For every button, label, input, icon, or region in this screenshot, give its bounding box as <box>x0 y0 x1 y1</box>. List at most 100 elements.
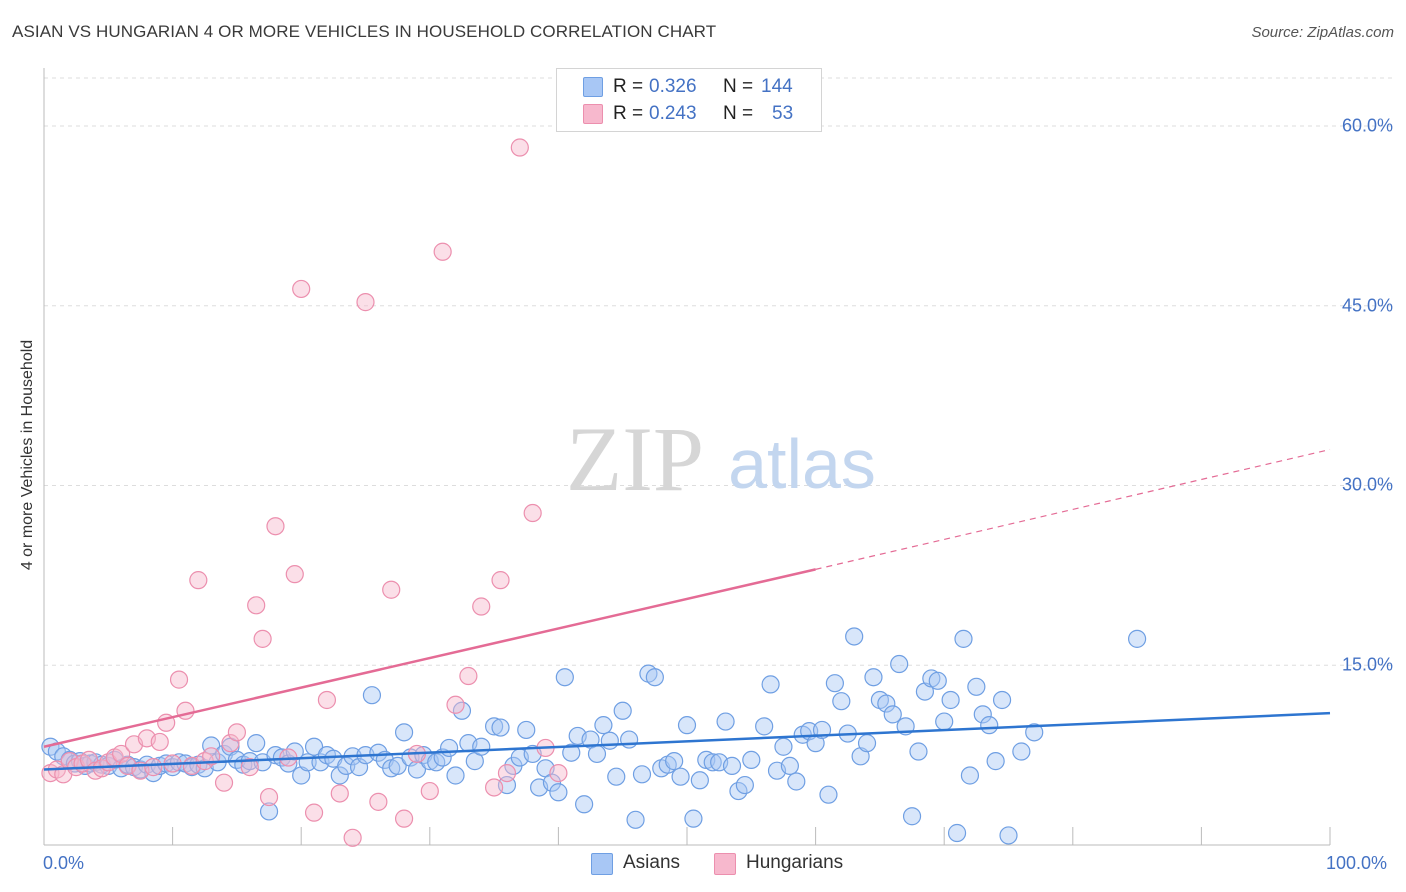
asians-point <box>967 677 986 696</box>
source-attribution: Source: ZipAtlas.com <box>1251 24 1394 41</box>
asians-point <box>902 807 922 826</box>
hungarians-point <box>382 580 401 599</box>
legend-r-value-hungarians: 0.243 <box>649 103 697 124</box>
asians-point <box>247 734 266 753</box>
hungarians-point <box>510 138 529 157</box>
asians-point <box>1025 723 1044 742</box>
asians-point <box>825 674 844 693</box>
asians-point <box>947 823 967 843</box>
hungarians-point <box>394 809 414 828</box>
bottom-legend-swatch-hungarians <box>714 853 736 875</box>
legend-swatch-asians <box>583 77 603 97</box>
legend-r-key: R = <box>613 103 644 124</box>
asians-point <box>439 738 459 758</box>
asians-point <box>935 712 954 731</box>
asians-point <box>542 773 562 792</box>
asians-point <box>716 712 735 731</box>
asians-point <box>780 756 799 776</box>
asians-point <box>992 690 1012 710</box>
asians-point <box>883 705 902 724</box>
legend-swatch-hungarians <box>583 104 603 124</box>
asians-point <box>684 809 703 828</box>
asians-point <box>671 767 690 786</box>
hungarians-point <box>266 517 285 536</box>
asians-point <box>517 720 536 740</box>
asians-point <box>722 756 742 776</box>
asians-point <box>330 766 349 785</box>
hungarians-point <box>292 279 311 299</box>
y-tick-label: 15.0% <box>1341 654 1393 675</box>
legend-n-value-asians: 144 <box>761 76 793 97</box>
asians-point <box>973 705 992 724</box>
hungarians-trend-extension <box>815 448 1331 570</box>
hungarians-point <box>240 758 259 777</box>
asians-point <box>626 810 645 829</box>
hungarians-point <box>144 758 163 777</box>
hungarians-point <box>459 666 478 686</box>
hungarians-trend-line <box>43 568 816 748</box>
hungarians-point <box>356 293 375 312</box>
asians-point <box>587 744 607 764</box>
asians-point <box>787 772 806 791</box>
hungarians-points <box>41 138 568 847</box>
watermark-atlas: atlas <box>728 425 876 503</box>
asians-point <box>819 785 838 804</box>
asians-point <box>941 690 960 710</box>
asians-point <box>954 629 973 648</box>
hungarians-point <box>227 723 246 742</box>
hungarians-point <box>343 828 362 847</box>
bottom-legend-label-asians: Asians <box>623 852 681 873</box>
hungarians-point <box>202 747 221 766</box>
hungarians-point <box>523 503 542 523</box>
hungarians-point <box>317 690 337 710</box>
legend-r-value-asians: 0.326 <box>649 76 697 97</box>
hungarians-point <box>491 571 510 590</box>
asians-point <box>485 717 504 736</box>
asians-point <box>575 795 594 814</box>
asians-point <box>446 766 465 785</box>
hungarians-point <box>420 781 439 801</box>
asians-point <box>980 716 999 735</box>
asians-point <box>761 675 780 694</box>
x-tick-label-min: 0.0% <box>43 853 85 873</box>
asians-point <box>960 766 980 785</box>
asians-point <box>620 730 639 749</box>
asians-point <box>877 694 896 713</box>
asians-point <box>632 765 652 784</box>
asians-point <box>645 668 664 687</box>
asians-point <box>690 771 709 790</box>
hungarians-point <box>433 242 452 261</box>
hungarians-point <box>285 565 304 584</box>
legend-r-key: R = <box>613 76 644 97</box>
asians-point <box>1127 629 1147 648</box>
y-tick-label: 45.0% <box>1341 295 1393 316</box>
hungarians-point <box>169 670 189 689</box>
hungarians-point <box>369 792 388 811</box>
asians-point <box>857 734 877 753</box>
bottom-legend-swatch-asians <box>591 853 613 875</box>
asians-point <box>735 775 754 795</box>
asians-point <box>607 767 626 786</box>
asians-trend-line <box>43 711 1331 771</box>
asians-point <box>594 716 613 735</box>
legend-n-value-hungarians: 53 <box>772 103 794 124</box>
asians-point <box>832 692 851 711</box>
legend-n-key: N = <box>723 103 754 124</box>
asians-point <box>999 826 1018 845</box>
asians-point <box>909 742 928 761</box>
legend-n-key: N = <box>723 76 754 97</box>
hungarians-point <box>497 763 517 783</box>
hungarians-point <box>221 734 240 753</box>
asians-point <box>394 723 414 742</box>
asians-point <box>774 737 793 756</box>
asians-point <box>555 668 574 687</box>
hungarians-point <box>259 787 279 807</box>
asians-points <box>41 627 1147 845</box>
asians-point <box>665 752 684 771</box>
asians-point <box>845 627 864 646</box>
hungarians-point <box>472 597 491 616</box>
chart-title: ASIAN VS HUNGARIAN 4 OR MORE VEHICLES IN… <box>12 22 717 41</box>
hungarians-point <box>214 773 234 792</box>
bottom-legend-label-hungarians: Hungarians <box>746 852 844 873</box>
asians-point <box>491 718 510 737</box>
